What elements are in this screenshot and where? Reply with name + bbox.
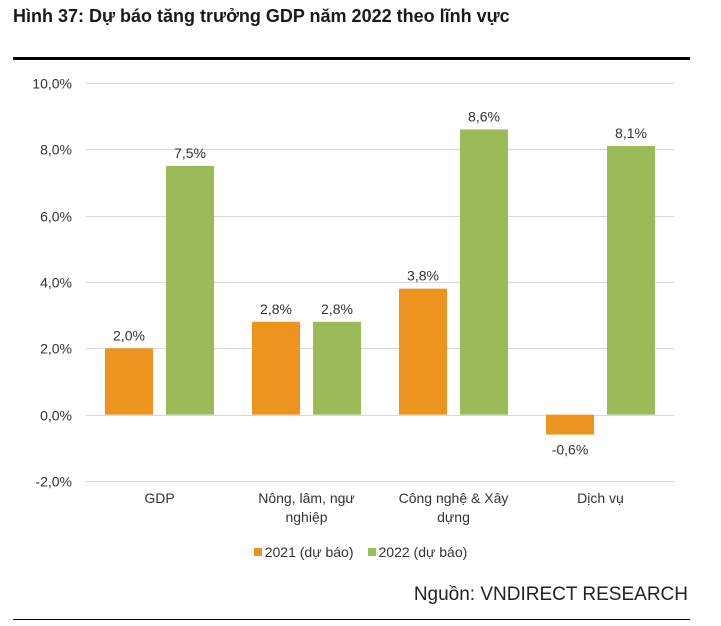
x-category-label: nghiệp <box>285 509 327 525</box>
x-category-label: GDP <box>144 490 174 506</box>
x-category-label: Công nghệ & Xây <box>399 490 509 506</box>
top-rule <box>13 57 690 60</box>
bar-2021 <box>252 321 300 415</box>
bars <box>105 129 655 435</box>
data-label: 8,1% <box>615 125 647 141</box>
bar-2021 <box>546 414 594 435</box>
data-label: 2,8% <box>321 301 353 317</box>
legend: 2021 (dự báo) 2022 (dự báo) <box>0 544 721 560</box>
bar-2022 <box>460 129 508 415</box>
y-tick-label: 0,0% <box>40 408 72 424</box>
figure-title: Hình 37: Dự báo tăng trưởng GDP năm 2022… <box>13 6 510 26</box>
y-tick-label: 6,0% <box>40 209 72 225</box>
y-tick-label: 2,0% <box>40 341 72 357</box>
bar-2022 <box>166 165 214 415</box>
legend-swatch-2021 <box>253 548 262 556</box>
data-label: 3,8% <box>407 268 439 284</box>
legend-label-2022: 2022 (dự báo) <box>378 544 468 560</box>
data-labels: 2,0% 7,5% 2,8% 2,8% 3,8% 8,6% -0,6% 8,1% <box>113 108 647 457</box>
data-label: 2,8% <box>260 301 292 317</box>
legend-item-2021: 2021 (dự báo) <box>253 544 354 560</box>
data-label: 8,6% <box>468 108 500 124</box>
category-labels: GDP Nông, lâm, ngư nghiệp Công nghệ & Xây dự… <box>144 490 624 525</box>
bar-2022 <box>607 146 655 415</box>
data-label: -0,6% <box>552 442 589 458</box>
source-note: Nguồn: VNDIRECT RESEARCH <box>413 584 688 605</box>
y-tick-label: 10,0% <box>32 76 72 92</box>
legend-item-2022: 2022 (dự báo) <box>367 544 468 560</box>
bar-2021 <box>105 348 153 415</box>
y-axis-ticks: -2,0% 0,0% 2,0% 4,0% 6,0% 8,0% 10,0% <box>32 76 72 490</box>
data-label: 2,0% <box>113 327 145 343</box>
bar-chart: -2,0%0,0%2,0%4,0%6,0%8,0%10,0% 2,0%7,5%2… <box>32 76 674 525</box>
bar-2022 <box>313 321 361 415</box>
x-category-label: Nông, lâm, ngư <box>258 490 355 506</box>
y-tick-label: -2,0% <box>35 474 72 490</box>
x-category-label: Dịch vụ <box>577 490 624 506</box>
x-category-label: dựng <box>437 509 470 525</box>
bottom-rule <box>13 619 690 620</box>
legend-swatch-2022 <box>367 548 376 556</box>
data-label: 7,5% <box>174 145 206 161</box>
legend-label-2021: 2021 (dự báo) <box>264 544 354 560</box>
y-tick-label: 8,0% <box>40 142 72 158</box>
y-tick-label: 4,0% <box>40 275 72 291</box>
bar-2021 <box>399 288 447 415</box>
